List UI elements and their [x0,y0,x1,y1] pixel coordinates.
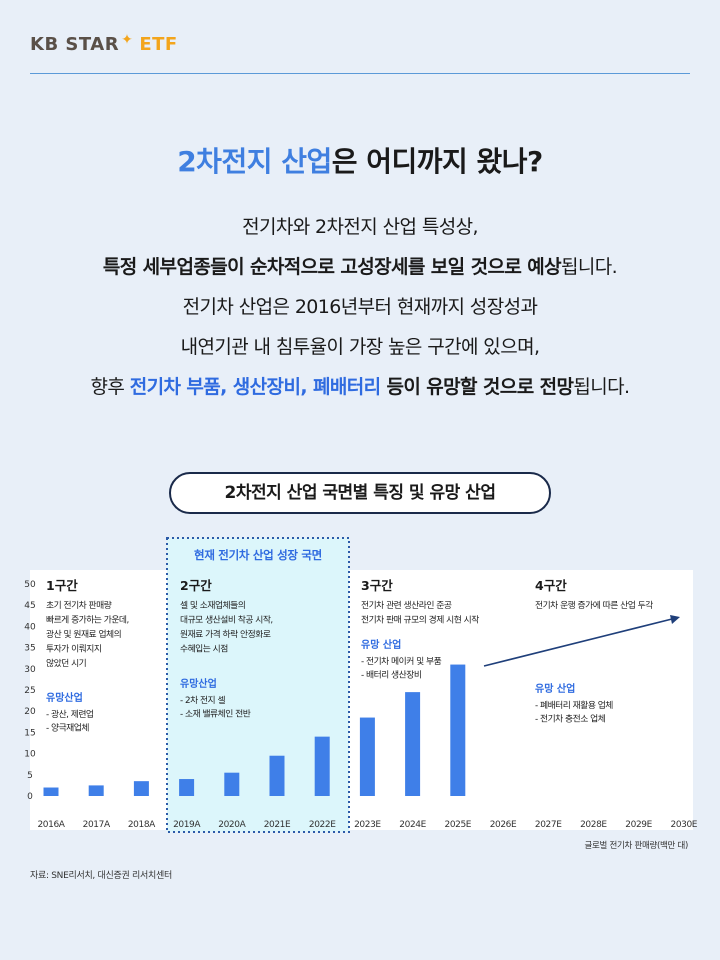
phase-desc-line: 대규모 생산설비 착공 시작, [180,615,273,626]
intro-line-2: 특정 세부업종들이 순차적으로 고성장세를 보일 것으로 예상됩니다. [0,247,720,287]
headline-rest: 은 어디까지 왔나? [331,145,544,178]
x-tick-label: 2028E [580,820,607,830]
phase-desc-line: 않았던 시기 [46,657,86,669]
bar-2020A [224,772,240,796]
phase-desc-line: 초기 전기차 판매량 [46,599,112,611]
intro-line-5-pre: 향후 [90,376,130,398]
x-tick-label: 2024E [399,820,426,830]
y-tick-label: 10 [24,750,36,760]
phase-promising-item: - 폐배터리 재활용 업체 [535,699,613,711]
bar-2023E [359,717,375,796]
current-phase-label: 현재 전기차 산업 성장 국면 [194,548,322,562]
x-tick-label: 2029E [625,820,652,830]
x-tick-label: 2023E [354,820,381,830]
intro-line-5-blue: 전기차 부품, 생산장비, 폐배터리 [129,376,381,398]
intro-line-2-rest: 됩니다. [561,256,618,278]
brand-logo: KB STAR ✦ ETF [30,32,178,55]
phase-title: 3구간 [361,578,393,593]
y-tick-label: 35 [24,644,35,654]
phase-promising-title: 유망산업 [180,677,217,690]
bar-2022E [314,736,330,796]
logo-spark-icon: ✦ [121,32,134,48]
phase-title: 4구간 [535,578,567,593]
x-tick-label: 2016A [37,820,65,830]
phase-desc-line: 빠르게 증가하는 가운데, [46,615,129,626]
intro-line-1: 전기차와 2차전지 산업 특성상, [242,216,478,238]
intro-line-5: 향후 전기차 부품, 생산장비, 폐배터리 등이 유망할 것으로 전망됩니다. [0,367,720,407]
chart-unit-note: 글로벌 전기차 판매량(백만 대) [585,840,688,851]
phase-promising-item: - 광산, 제련업 [46,708,94,720]
phase-title: 2구간 [180,578,212,593]
bar-2019A [179,779,195,796]
bar-2024E [405,692,421,796]
phase-promising-item: - 전기차 메이커 및 부품 [361,655,442,667]
industry-phase-chart: 현재 전기차 산업 성장 국면 0 5 10 15 20 25 30 35 40 45 50 201… [24,537,698,851]
intro-paragraph: 전기차와 2차전지 산업 특성상, 특정 세부업종들이 순차적으로 고성장세를 … [0,207,720,407]
phase-desc-line: 원재료 가격 하락 안정화로 [180,628,271,640]
x-tick-label: 2017A [83,820,111,830]
intro-line-2-bold: 특정 세부업종들이 순차적으로 고성장세를 보일 것으로 예상 [102,256,562,278]
x-tick-label: 2030E [671,820,698,830]
x-tick-label: 2026E [490,820,517,830]
bar-2021E [269,755,285,796]
intro-line-4: 내연기관 내 침투율이 가장 높은 구간에 있으며, [180,336,540,358]
phase-promising-title: 유망 산업 [535,682,575,695]
phase-desc-line: 전기차 운행 증가에 따른 산업 두각 [535,599,653,611]
growth-arrow-line [483,618,673,667]
phase-desc-line: 광산 및 원재료 업체의 [46,628,121,640]
bar-series [43,664,466,796]
phase-desc-line: 전기차 판매 규모의 경제 시현 시작 [361,614,479,626]
x-tick-label: 2021E [264,820,291,830]
bar-2018A [133,781,149,796]
bar-2016A [43,787,59,796]
phase-title: 1구간 [46,578,78,593]
x-tick-label: 2018A [128,820,156,830]
growth-arrow-head-icon [670,615,680,624]
bar-2017A [88,785,104,796]
y-tick-label: 40 [24,622,36,632]
y-tick-label: 20 [24,707,36,717]
x-axis: 2016A 2017A 2018A 2019A 2020A 2021E 2022E 2023E… [37,820,698,830]
y-tick-label: 25 [24,686,35,696]
y-tick-label: 30 [24,665,36,675]
x-tick-label: 2020A [218,820,246,830]
phase-desc-line: 셀 및 소재업체들의 [180,599,245,611]
y-tick-label: 0 [27,792,33,802]
phase-promising-item: - 배터리 생산장비 [361,670,421,681]
phase-promising-item: - 소재 밸류체인 전반 [180,709,251,720]
intro-line-5-rest: 됩니다. [573,376,630,398]
source-note: 자료: SNE리서치, 대신증권 리서치센터 [30,871,172,881]
logo-etf-text: ETF [139,34,178,55]
y-tick-label: 15 [24,728,35,738]
page-headline: 2차전지 산업은 어디까지 왔나? [0,140,720,180]
phase-promising-item: - 2차 전지 셀 [180,694,225,706]
y-tick-label: 45 [24,601,35,611]
section-title: 2차전지 산업 국면별 특징 및 유망 산업 [169,472,551,514]
phase-desc-line: 수혜입는 시점 [180,643,228,655]
phase-promising-title: 유망 산업 [361,638,401,651]
header-divider [30,73,690,74]
x-tick-label: 2022E [309,820,336,830]
x-tick-label: 2019A [173,820,201,830]
x-tick-label: 2025E [445,820,472,830]
intro-line-5-bold: 등이 유망할 것으로 전망 [380,376,574,398]
phase-desc-line: 전기차 관련 생산라인 준공 [361,599,452,611]
headline-highlight: 2차전지 산업 [177,145,332,178]
y-tick-label: 5 [27,771,33,781]
y-axis: 0 5 10 15 20 25 30 35 40 45 50 [24,580,36,802]
phase-desc-line: 투자가 이뤄지지 [46,644,101,655]
phase-promising-item: - 양극재업체 [46,723,89,734]
bar-2025E [450,664,466,796]
x-tick-label: 2027E [535,820,562,830]
phase-promising-item: - 전기차 충전소 업체 [535,713,606,725]
phase-promising-title: 유망산업 [46,691,83,704]
intro-line-3: 전기차 산업은 2016년부터 현재까지 성장성과 [182,296,538,318]
logo-main-text: KB STAR [30,34,120,55]
y-tick-label: 50 [24,580,36,590]
